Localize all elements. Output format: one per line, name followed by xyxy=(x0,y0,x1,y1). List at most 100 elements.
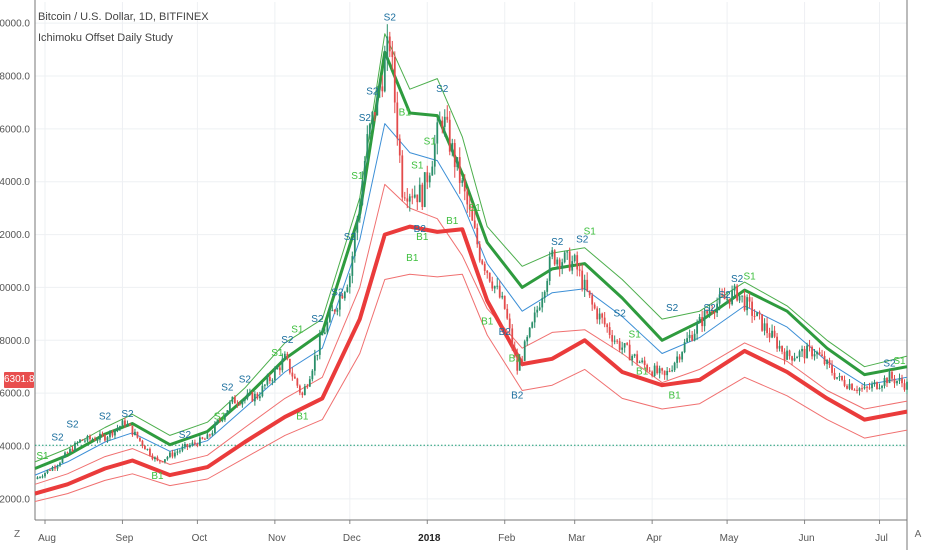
candle-body xyxy=(293,376,296,379)
symbol-title[interactable]: Bitcoin / U.S. Dollar, 1D, BITFINEX xyxy=(38,11,209,23)
candle-body xyxy=(573,255,576,262)
timezone-toggle[interactable]: Z xyxy=(13,529,21,540)
candle-body xyxy=(501,295,504,298)
candle-body xyxy=(353,232,356,257)
signal-label-s1: S1 xyxy=(411,161,424,172)
candle-body xyxy=(651,371,654,376)
x-tick-label: Dec xyxy=(343,533,361,544)
candle-body xyxy=(571,261,574,271)
candle-body xyxy=(296,378,299,386)
candle-body xyxy=(648,370,651,372)
candle-body xyxy=(513,347,516,354)
upper-band-thin-line xyxy=(34,33,908,463)
candle-body xyxy=(71,448,74,452)
candle-body xyxy=(281,358,284,371)
candle-body xyxy=(276,367,279,370)
candle-body xyxy=(816,351,818,355)
candle-body xyxy=(383,57,386,92)
candle-body xyxy=(598,313,601,320)
signal-label-s2: S2 xyxy=(551,237,564,248)
signal-label-s2: S2 xyxy=(666,303,679,314)
candle-body xyxy=(748,297,751,302)
candle-body xyxy=(768,333,771,338)
signal-label-s1: S1 xyxy=(893,356,906,367)
x-tick-label: Jul xyxy=(875,533,888,544)
candle-body xyxy=(511,328,514,348)
candle-body xyxy=(711,310,714,313)
candle-body xyxy=(493,286,496,289)
signal-label-b1: B1 xyxy=(406,253,419,264)
x-tick-label: Feb xyxy=(498,533,516,544)
candle-body xyxy=(538,307,541,310)
candle-body xyxy=(84,440,86,442)
candle-body xyxy=(508,318,511,329)
candle-body xyxy=(201,437,204,439)
candle-body xyxy=(833,372,836,379)
candle-body xyxy=(191,442,194,446)
candle-body xyxy=(783,351,786,360)
candle-body xyxy=(228,402,231,411)
candle-body xyxy=(186,444,189,447)
candle-body xyxy=(376,90,379,116)
signal-label-s1: S1 xyxy=(291,324,304,335)
candle-body xyxy=(386,36,389,58)
candle-body xyxy=(823,355,826,365)
candle-body xyxy=(46,469,49,473)
candle-body xyxy=(521,359,524,361)
candle-body xyxy=(323,332,326,334)
candle-body xyxy=(311,370,314,380)
candle-body xyxy=(438,120,441,123)
candle-body xyxy=(139,437,141,441)
candle-body xyxy=(159,460,161,462)
candle-body xyxy=(458,157,461,183)
lower-band-thick-line xyxy=(34,224,908,496)
candle-body xyxy=(388,36,391,52)
signal-label-b1: B1 xyxy=(151,471,164,482)
candle-body xyxy=(184,444,186,447)
signal-label-s1: S1 xyxy=(743,272,756,283)
candle-body xyxy=(896,380,898,384)
candle-body xyxy=(291,372,294,377)
signal-label-b2: B2 xyxy=(511,390,524,401)
candle-body xyxy=(51,467,54,471)
candle-body xyxy=(308,379,311,387)
candle-body xyxy=(616,340,619,342)
candle-body xyxy=(453,142,456,168)
candle-body xyxy=(661,368,664,371)
candle-body xyxy=(246,393,249,399)
candle-body xyxy=(528,327,531,337)
candle-body xyxy=(179,450,181,452)
candle-body xyxy=(126,423,129,426)
candle-body xyxy=(111,431,114,436)
candle-body xyxy=(328,311,331,322)
candle-body xyxy=(448,119,451,152)
candle-body xyxy=(169,452,171,457)
signal-label-b1: B1 xyxy=(446,216,459,227)
candle-body xyxy=(336,309,339,312)
candle-body xyxy=(536,309,539,313)
candle-body xyxy=(881,385,883,388)
candle-body xyxy=(348,275,351,288)
candle-body xyxy=(218,420,221,422)
candle-body xyxy=(496,285,499,287)
candle-body xyxy=(773,330,776,337)
candle-body xyxy=(733,285,736,291)
candle-body xyxy=(326,321,329,333)
candle-body xyxy=(423,172,426,207)
candle-body xyxy=(431,166,434,176)
candle-body xyxy=(189,445,191,447)
candle-body xyxy=(721,294,724,296)
candle-body xyxy=(361,180,364,205)
y-tick-label: 2000.0 xyxy=(0,494,30,505)
signal-label-b2: B2 xyxy=(499,327,512,338)
candle-body xyxy=(618,341,621,350)
candle-body xyxy=(368,124,371,135)
candle-body xyxy=(498,285,501,298)
study-title[interactable]: Ichimoku Offset Daily Study xyxy=(38,32,173,44)
candle-body xyxy=(741,295,743,297)
signal-label-s1: S1 xyxy=(469,203,482,214)
candle-body xyxy=(843,379,846,386)
auto-scale-toggle[interactable]: A xyxy=(914,529,922,540)
